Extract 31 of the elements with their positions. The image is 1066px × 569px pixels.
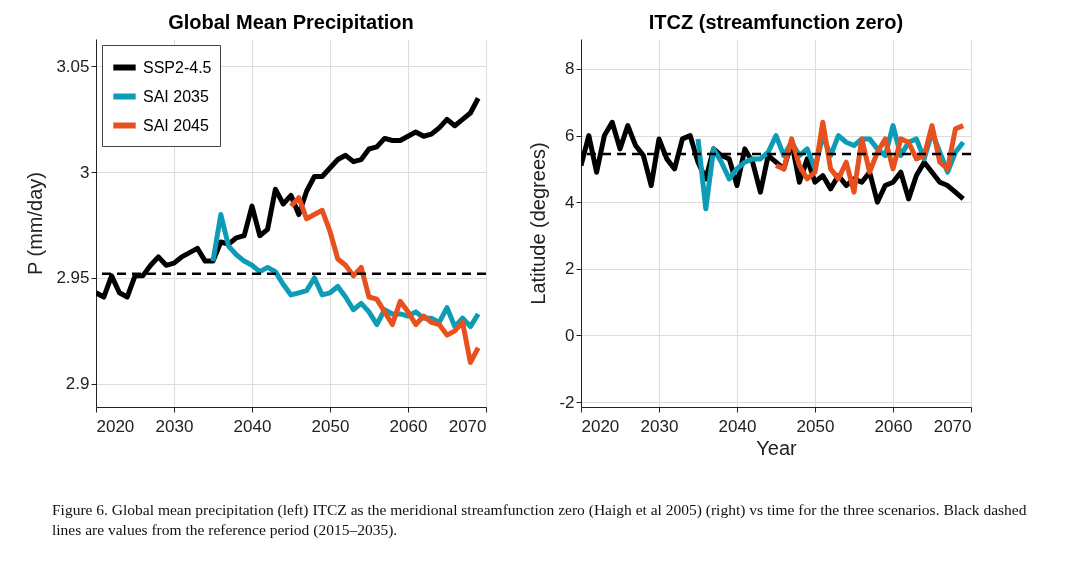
x-tick-label: 2050 <box>311 416 350 436</box>
y-tick-label: 4 <box>565 192 575 212</box>
legend-label: SAI 2045 <box>143 116 209 134</box>
chart-title: ITCZ (streamfunction zero) <box>648 11 904 33</box>
x-tick-label: 2040 <box>718 416 757 436</box>
x-tick-label: 2020 <box>581 416 620 436</box>
y-tick-label: 2.95 <box>56 268 90 288</box>
x-tick-label: 2070 <box>933 416 972 436</box>
y-axis-title: P (mm/day) <box>24 172 47 275</box>
x-tick-label: 2030 <box>640 416 679 436</box>
caption: Figure 6. Global mean precipitation (left) ITCZ as the meridional streamfunction zero (Haigh et al 2005) (right) vs time for the three scenarios. Black dashed lines are values from the reference period (2015–2035). <box>52 500 1028 540</box>
x-axis-title: Year <box>756 436 798 459</box>
x-tick-label: 2030 <box>155 416 194 436</box>
legend-label: SSP2-4.5 <box>143 58 212 76</box>
y-tick-label: 8 <box>565 59 575 79</box>
y-tick-label: -2 <box>559 392 575 412</box>
y-tick-label: 3 <box>80 162 90 182</box>
x-tick-label: 2070 <box>448 416 487 436</box>
chart-title: Global Mean Precipitation <box>168 11 414 33</box>
y-tick-label: 6 <box>565 126 575 146</box>
x-tick-label: 2060 <box>874 416 913 436</box>
x-tick-label: 2060 <box>389 416 428 436</box>
y-tick-label: 3.05 <box>56 56 90 76</box>
y-tick-label: 2 <box>565 259 575 279</box>
y-axis-title: Latitude (degrees) <box>527 142 550 305</box>
x-tick-label: 2050 <box>796 416 835 436</box>
y-tick-label: 0 <box>565 325 575 345</box>
x-tick-label: 2020 <box>96 416 135 436</box>
y-tick-label: 2.9 <box>65 374 90 394</box>
legend-label: SAI 2035 <box>143 87 209 105</box>
x-tick-label: 2040 <box>233 416 272 436</box>
